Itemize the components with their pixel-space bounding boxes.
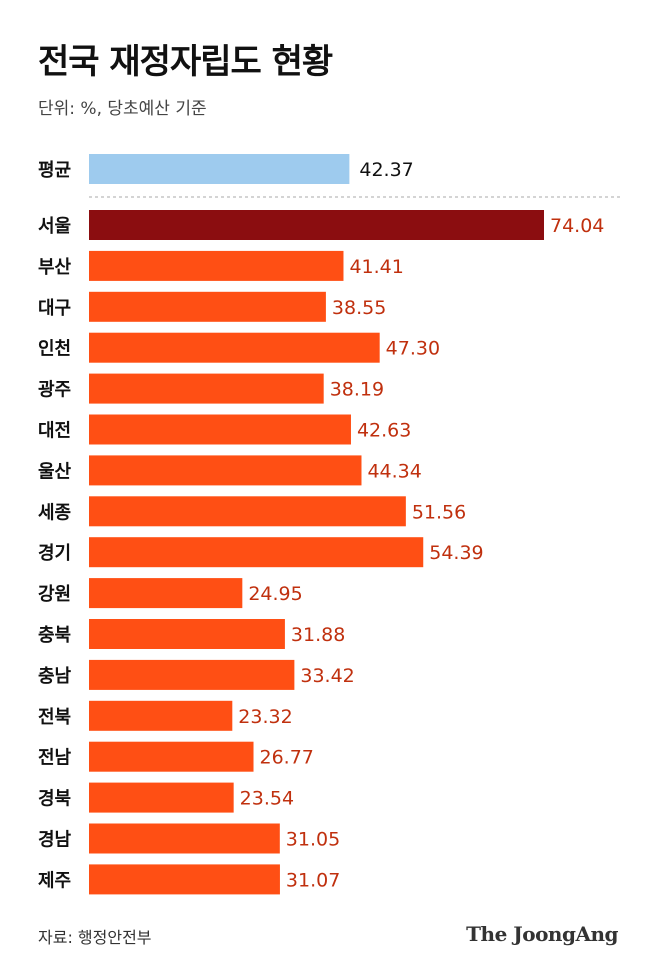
category-label: 광주 [38,380,71,401]
data-label: 23.32 [238,706,292,728]
data-label: 44.34 [367,460,421,482]
chart-title: 전국 재정자립도 현황 [38,42,333,82]
category-label: 울산 [38,461,72,482]
data-bar [89,659,295,690]
data-bar [89,414,351,445]
category-label: 대구 [38,298,71,319]
data-bar [89,373,324,404]
data-label: 42.63 [357,420,411,442]
category-label: 세종 [38,502,71,523]
data-label: 41.41 [349,256,403,278]
data-bar [89,741,254,772]
highlight-bar [89,210,544,240]
data-bar [89,496,406,527]
category-label: 인천 [38,339,71,360]
data-label: 24.95 [248,583,302,605]
category-label: 경기 [38,543,71,564]
data-label: 38.55 [332,297,386,319]
average-category-label: 평균 [38,160,71,181]
average-value-label: 42.37 [359,159,413,181]
average-bar [89,154,350,184]
data-label: 31.05 [286,829,340,851]
data-bar [89,864,280,895]
data-label: 38.19 [330,379,384,401]
data-bar [89,578,243,609]
data-bar [89,332,380,363]
category-label: 충북 [38,625,71,646]
data-label: 51.56 [412,501,466,523]
publisher-logo: The JoongAng [466,922,618,946]
data-bar [89,250,344,281]
chart-subtitle: 단위: %, 당초예산 기준 [38,99,207,119]
data-label: 47.30 [386,338,440,360]
category-label: 부산 [38,257,72,278]
data-bar [89,537,424,568]
data-bar [89,700,233,731]
category-label: 제주 [38,870,71,891]
data-bar [89,455,362,486]
source-note: 자료: 행정안전부 [38,928,152,947]
data-label: 26.77 [260,747,314,769]
data-bar [89,782,234,813]
category-label: 서울 [38,216,71,237]
data-label: 54.39 [429,542,483,564]
data-label: 23.54 [240,788,294,810]
bar-chart: 평균 42.37 서울 74.04 부산 41.41 대구 38.55 인천 47.30 광주 38.… [38,154,620,895]
category-label: 경북 [38,789,71,810]
data-label: 74.04 [550,215,604,237]
category-label: 충남 [38,666,72,687]
data-label: 31.88 [291,624,345,646]
category-label: 강원 [38,584,71,605]
data-bar [89,823,280,854]
category-label: 경남 [38,830,72,851]
category-label: 전남 [38,748,72,769]
data-bar [89,291,326,322]
category-label: 전북 [38,707,71,728]
data-label: 31.07 [286,869,340,891]
data-bar [89,619,285,649]
category-label: 대전 [38,421,71,442]
data-label: 33.42 [300,665,354,687]
